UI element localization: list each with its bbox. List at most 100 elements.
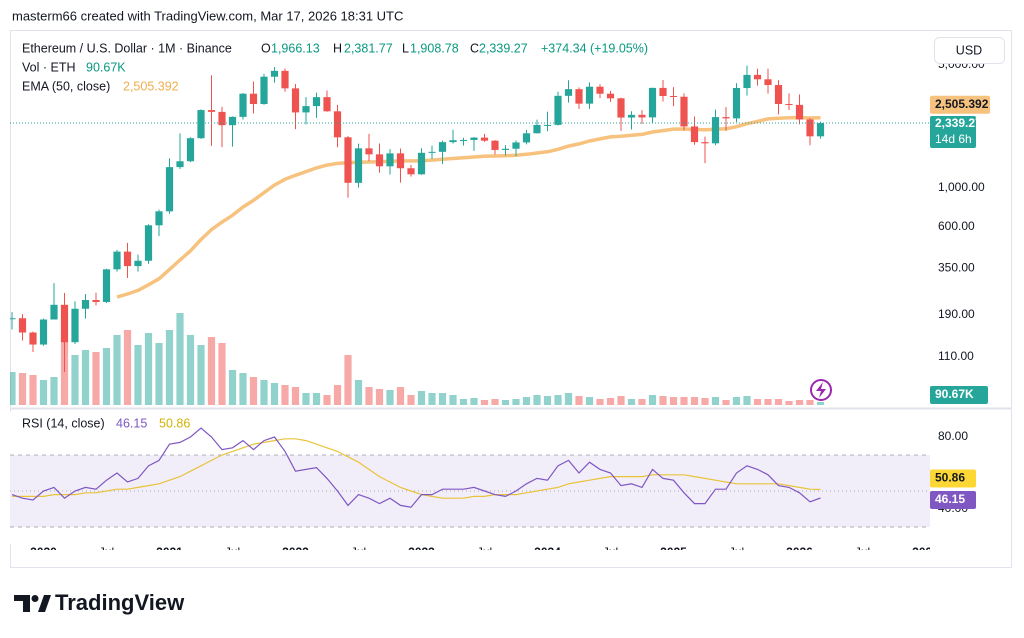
candle-body: [407, 168, 415, 175]
x-tick-label: 2026: [786, 545, 813, 559]
volume-bar: [186, 335, 195, 405]
volume-bar: [81, 350, 90, 405]
candle-body: [302, 106, 310, 113]
volume-bar: [575, 396, 583, 405]
candle-body: [585, 86, 594, 104]
volume-bar: [743, 396, 751, 405]
volume-bar: [428, 393, 436, 405]
volume-bar: [312, 393, 321, 405]
candle-body: [312, 97, 321, 107]
volume-bar: [39, 380, 48, 405]
candle-body: [501, 148, 510, 150]
candle-body: [564, 89, 573, 96]
volume-bar: [617, 396, 625, 405]
candle-body: [764, 79, 772, 85]
volume-bar: [134, 345, 142, 405]
rsi-ma-label-text: 50.86: [935, 471, 965, 485]
rsi-label-text: 46.15: [935, 492, 965, 506]
candle-body: [291, 88, 300, 113]
legend-key: C: [470, 41, 479, 55]
candle-body: [113, 251, 121, 270]
volume-bar: [816, 401, 825, 405]
candle-body: [701, 142, 709, 144]
y-tick-label: 190.00: [938, 307, 975, 321]
volume-bar: [375, 389, 384, 405]
candle-body: [396, 153, 405, 169]
rsi-legend: RSI (14, close): [22, 416, 105, 430]
y-tick-label: 110.00: [938, 349, 974, 363]
x-tick-label: 2020: [30, 545, 57, 559]
candle-body: [617, 98, 625, 118]
volume-bar: [344, 355, 352, 405]
volume-bar: [533, 395, 541, 405]
rsi-ma-label: [930, 469, 976, 488]
candle-body: [155, 211, 163, 226]
candle-body: [344, 137, 352, 183]
rsi-tick-label: 80.00: [938, 429, 968, 443]
ema-legend-value: 2,505.392: [123, 79, 179, 93]
volume-bar: [333, 385, 342, 405]
candle-body: [123, 251, 132, 267]
legend-key: L: [402, 41, 409, 55]
volume-legend-value: 90.67K: [86, 60, 126, 74]
candle-body: [533, 124, 541, 134]
volume-bar: [470, 398, 478, 405]
logo-text: TradingView: [55, 590, 185, 615]
volume-bar: [60, 340, 69, 405]
volume-bar: [228, 370, 237, 405]
volume-label-text: 90.67K: [935, 387, 974, 401]
volume-bar: [795, 400, 804, 405]
volume-bar: [144, 333, 153, 405]
volume-bar: [522, 397, 531, 405]
legend-key: H: [333, 41, 342, 55]
legend-change: +374.34 (+19.05%): [541, 41, 648, 55]
volume-bar: [113, 335, 121, 405]
candle-body: [774, 84, 783, 105]
candle-body: [260, 76, 268, 105]
x-tick-label: Jul: [225, 545, 240, 559]
volume-bar: [491, 399, 499, 405]
candle-body: [438, 142, 447, 152]
candle-body: [354, 148, 363, 183]
x-tick-label: 2024: [534, 545, 561, 559]
rsi-ma-legend-value: 50.86: [159, 416, 190, 430]
legend-key: O: [261, 41, 271, 55]
logo: TradingView: [14, 590, 185, 615]
volume-bar: [102, 348, 111, 405]
candle-body: [228, 116, 237, 126]
volume-bar: [722, 400, 730, 405]
ema-line: [116, 115, 821, 299]
rsi-label: [930, 490, 976, 509]
candle-body: [365, 148, 373, 155]
volume-bar: [701, 398, 709, 405]
y-tick-label: 600.00: [938, 219, 975, 233]
volume-bar: [50, 377, 58, 405]
currency-button[interactable]: [934, 37, 1005, 64]
candle-body: [690, 126, 699, 143]
x-tick-label: Jul: [99, 545, 114, 559]
volume-bar: [585, 397, 594, 405]
candle-body: [102, 269, 111, 303]
volume-bar: [302, 393, 310, 405]
candle-body: [386, 153, 394, 167]
volume-bar: [354, 380, 363, 405]
volume-bar: [764, 399, 772, 405]
volume-bar: [543, 396, 552, 405]
candle-body: [29, 332, 37, 345]
volume-bar: [449, 395, 457, 405]
candle-body: [512, 142, 520, 149]
candle-body: [470, 137, 478, 140]
volume-bar: [417, 391, 426, 405]
volume-bar: [554, 395, 562, 405]
x-tick-label: 2021: [156, 545, 183, 559]
currency[interactable]: USD: [956, 43, 982, 57]
volume-legend: Vol · ETH: [22, 60, 76, 74]
candle-body: [795, 104, 804, 120]
volume-bar: [806, 400, 814, 405]
icon-bolt[interactable]: [816, 382, 826, 398]
volume-bar: [512, 399, 520, 405]
volume-bar: [365, 387, 373, 405]
replay-icon[interactable]: [810, 379, 832, 401]
candle-body: [134, 260, 142, 267]
